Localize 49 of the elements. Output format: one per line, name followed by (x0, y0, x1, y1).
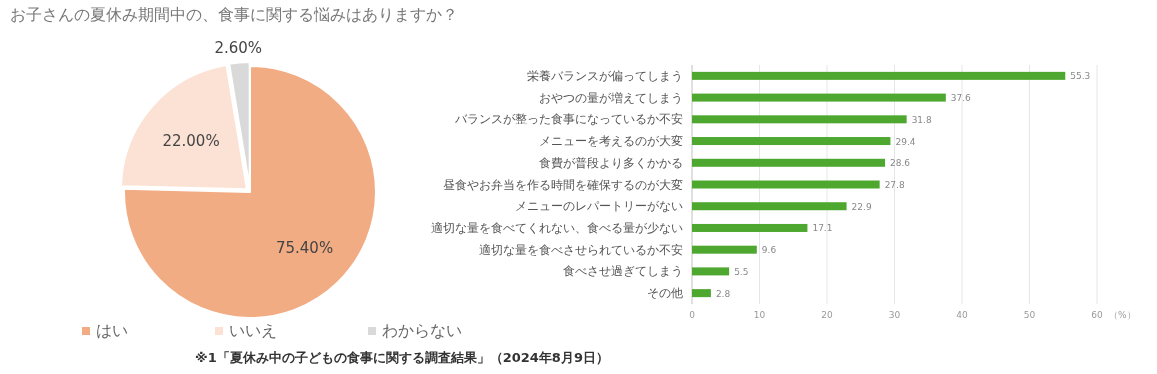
bar (692, 93, 946, 102)
legend-label: いいえ (229, 321, 277, 340)
y-tick-label: 適切な量を食べてくれない、食べる量が少ない (431, 220, 683, 235)
x-tick-label: 20 (821, 310, 833, 320)
y-tick-label: メニューを考えるのが大変 (539, 134, 683, 149)
data-label: 31.8 (911, 114, 932, 125)
data-label: 28.6 (890, 158, 911, 169)
y-tick-label: 食べさせ過ぎてしまう (563, 264, 683, 279)
bar (692, 289, 711, 298)
data-label: 22.9 (851, 201, 872, 212)
x-tick-label: 50 (1023, 310, 1036, 320)
data-label: 2.60% (214, 39, 263, 58)
data-label: 27.8 (884, 180, 905, 190)
bar (692, 137, 891, 146)
chart-title: お子さんの夏休み期間中の、食事に関する悩みはありますか？ (10, 5, 458, 24)
x-tick-label: 10 (753, 310, 766, 320)
data-label: 29.4 (895, 136, 916, 147)
data-label: 5.5 (734, 266, 749, 277)
bar (692, 202, 847, 211)
y-tick-label: 適切な量を食べさせられているか不安 (479, 242, 683, 257)
bar (692, 71, 1066, 80)
y-tick-label: バランスが整った食事になっているか不安 (454, 112, 683, 127)
bar (692, 223, 808, 232)
y-tick-label: メニューのレパートリーがない (515, 199, 683, 214)
bar (692, 180, 880, 189)
legend-label: はい (96, 321, 128, 340)
data-label: 17.1 (812, 223, 833, 234)
x-tick-label: 60 (1091, 310, 1103, 320)
data-label: 9.6 (761, 245, 777, 256)
x-tick-label: 0 (689, 310, 696, 320)
bar (692, 267, 730, 276)
data-label: 2.8 (715, 288, 731, 299)
x-tick-label: 40 (956, 310, 968, 320)
text: ※1「夏休み中の子どもの食事に関する調査結果」（2024年8月9日） (195, 350, 609, 365)
y-tick-label: 食費が普段より多くかかる (539, 155, 683, 170)
x-tick-label: 30 (888, 310, 901, 320)
bar (692, 158, 886, 167)
data-label: 75.40% (275, 238, 334, 257)
y-tick-label: おやつの量が増えてしまう (539, 90, 683, 105)
data-label: 55.3 (1070, 71, 1091, 82)
data-label: 22.00% (162, 131, 220, 150)
y-tick-label: その他 (647, 286, 683, 301)
y-tick-label: 栄養バランスが偏ってしまう (527, 68, 683, 83)
y-tick-label: 昼食やお弁当を作る時間を確保するのが大変 (443, 177, 683, 192)
legend-label: わからない (382, 321, 462, 340)
data-label: 37.6 (950, 93, 972, 104)
bar (692, 245, 757, 254)
x-axis-title: （%） (1109, 310, 1136, 320)
bar (692, 115, 907, 124)
